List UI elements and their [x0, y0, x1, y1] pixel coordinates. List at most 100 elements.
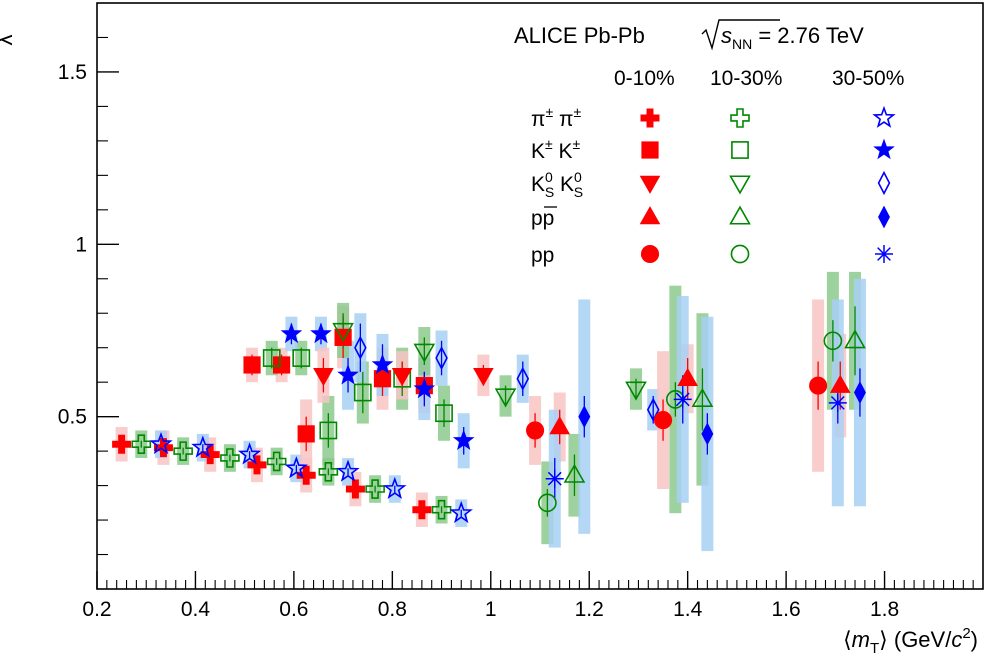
marker-s1-p0-shape: [131, 434, 152, 455]
marker-s1-p1: [173, 441, 193, 461]
marker-s13-p0-shape: [538, 493, 557, 513]
marker-s0-p0-shape: [112, 434, 132, 454]
marker-s5-p5: [452, 429, 475, 450]
legend-marker-r4-c1-shape: [730, 244, 750, 264]
x-tick-label: 1: [485, 598, 497, 621]
marker-s12-p2-shape: [809, 376, 828, 395]
marker-s5-p5-shape: [452, 429, 475, 450]
marker-s2-p1: [191, 435, 215, 458]
systematic-error-bands: [115, 271, 866, 552]
marker-s5-p1: [310, 322, 332, 344]
marker-s1-p6: [431, 499, 452, 520]
marker-s0-p5: [345, 479, 365, 499]
marker-s14-p2: [828, 393, 847, 412]
marker-s7-p3-shape: [625, 381, 647, 401]
legend-row-label-part: pp: [531, 244, 554, 267]
legend-marker-r1-c0: [641, 141, 659, 159]
legend-row-label-part: ±: [545, 136, 553, 152]
legend-row-label-part: S: [574, 184, 583, 200]
marker-s7-p3: [625, 381, 647, 401]
marker-s6-p2: [473, 368, 494, 387]
legend-energy-value: = 2.76 TeV: [752, 23, 864, 48]
legend-marker-r1-c1-shape: [731, 141, 749, 159]
marker-s1-p4: [318, 461, 339, 482]
marker-s9-p2: [829, 374, 851, 393]
x-tick-label: 1.8: [870, 598, 899, 621]
marker-s9-p1-shape: [677, 367, 698, 386]
marker-s4-p3: [353, 383, 372, 402]
marker-s11-p1: [701, 422, 714, 446]
marker-s1-p5: [365, 479, 385, 499]
legend-marker-r0-c2: [872, 105, 896, 128]
y-tick-label: 1.5: [58, 61, 87, 84]
marker-s1-p5-shape: [365, 479, 385, 499]
marker-s14-p2-stroke: [830, 395, 845, 410]
legend-column-header: 30-50%: [832, 67, 904, 90]
x-tick-label: 0.8: [378, 598, 407, 621]
marker-s3-p2-shape: [297, 425, 315, 443]
legend-row-label: pp: [531, 244, 554, 267]
legend-marker-r3-c1: [729, 205, 751, 225]
marker-s11-p0: [578, 405, 591, 429]
marker-s6-p1-shape: [391, 368, 413, 387]
legend-row-label-part: K: [531, 140, 545, 163]
legend-energy-s: s: [721, 23, 732, 48]
legend-row-label: K0 S K0 S: [531, 169, 583, 200]
legend-sqrt-sign: [701, 19, 780, 51]
marker-s9-p1: [677, 367, 698, 386]
marker-s2-p0-shape: [149, 431, 173, 455]
legend-marker-r2-c1-shape: [729, 175, 751, 195]
legend-marker-r0-c0-shape: [640, 108, 660, 128]
y-tick-label: 0.5: [58, 406, 87, 429]
marker-s12-p2: [809, 376, 828, 395]
x-axis-label-part-5: c: [951, 627, 962, 652]
y-axis-label: λ: [0, 35, 17, 46]
marker-s8-p0-shape: [354, 335, 367, 360]
x-axis-label-part-4: (GeV/: [888, 627, 952, 652]
marker-s14-p1-stroke: [675, 392, 690, 407]
marker-s11-p0-shape: [578, 405, 591, 429]
x-axis-label: ⟨mT⟩ (GeV/c2): [843, 625, 978, 657]
data-markers: [112, 322, 866, 524]
x-axis-label-part-7: ): [971, 627, 978, 652]
marker-s8-p1-shape: [435, 345, 448, 371]
marker-s7-p2: [494, 388, 517, 408]
x-axis-label-part-6: 2: [962, 625, 970, 642]
marker-s0-p3-shape: [247, 455, 267, 475]
x-axis-label-part-2: T: [870, 640, 879, 657]
marker-s1-p4-shape: [318, 461, 339, 482]
legend-row-label-part: π: [531, 108, 546, 131]
marker-s8-p1: [435, 345, 448, 371]
marker-s0-p6-shape: [412, 500, 432, 520]
marker-s7-p1-shape: [413, 343, 436, 363]
marker-s4-p2: [319, 421, 338, 440]
marker-s12-p0: [526, 421, 545, 440]
marker-s10-p2-shape: [844, 329, 866, 349]
marker-s2-p3-shape: [284, 456, 309, 479]
legend-marker-r1-c0-shape: [641, 141, 659, 159]
marker-s13-p2: [823, 331, 843, 351]
marker-s14-p1: [673, 390, 692, 409]
x-axis-label-part-3: ⟩: [879, 627, 888, 652]
marker-s10-p0: [563, 463, 586, 483]
marker-s4-p1-shape: [292, 349, 311, 367]
y-tick-label: 1: [75, 233, 87, 256]
x-tick-label: 1.2: [575, 598, 604, 621]
marker-s3-p1-shape: [272, 356, 291, 374]
marker-s4-p1: [292, 349, 311, 367]
marker-s3-p0: [243, 356, 261, 374]
legend-row-label-part: 0: [574, 169, 582, 185]
marker-s0-p6: [412, 500, 432, 520]
legend-row-label-part: 0: [545, 169, 553, 185]
marker-s6-p0-shape: [313, 368, 334, 387]
legend-row-label-part: ±: [546, 104, 554, 120]
marker-s7-p0-shape: [332, 322, 354, 342]
marker-s6-p0: [313, 368, 334, 387]
marker-s1-p6-shape: [431, 499, 452, 520]
legend-marker-r4-c1: [730, 244, 750, 264]
marker-s5-p4: [413, 377, 436, 399]
legend-marker-r1-c1: [731, 141, 749, 159]
legend-marker-r0-c0: [640, 108, 660, 128]
marker-s7-p2-shape: [494, 388, 517, 408]
